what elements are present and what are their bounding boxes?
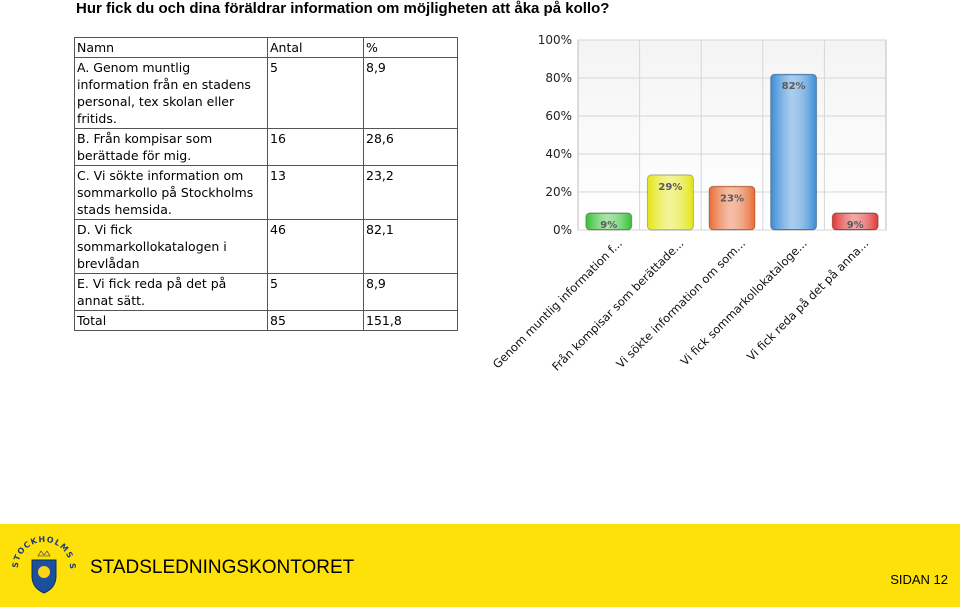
bar-highlight <box>771 75 816 229</box>
row-percent: 23,2 <box>363 165 458 220</box>
bar-highlight <box>648 175 693 229</box>
y-tick-label: 80% <box>545 71 572 85</box>
office-name: STADSLEDNINGSKONTORET <box>90 557 355 578</box>
header-antal: Antal <box>267 37 364 58</box>
row-count: 13 <box>267 165 364 220</box>
row-percent: 8,9 <box>363 273 458 311</box>
stockholm-logo: STOCKHOLMS STAD <box>10 532 76 594</box>
row-count: 46 <box>267 219 364 274</box>
row-percent: 28,6 <box>363 128 458 166</box>
row-count: 16 <box>267 128 364 166</box>
table-row: B. Från kompisar som berättade för mig. … <box>74 128 458 166</box>
x-category-label: Från kompisar som berättade... <box>549 236 686 373</box>
y-tick-label: 20% <box>545 185 572 199</box>
row-percent: 8,9 <box>363 57 458 129</box>
row-name: B. Från kompisar som berättade för mig. <box>74 128 268 166</box>
bar-value-label: 9% <box>600 220 617 231</box>
x-category-label: Vi fick reda på det på anna... <box>744 236 871 363</box>
row-name: A. Genom muntlig information från en sta… <box>74 57 268 129</box>
y-tick-label: 100% <box>538 33 572 47</box>
table-row: E. Vi fick reda på det på annat sätt. 5 … <box>74 273 458 311</box>
bar-value-label: 82% <box>782 81 806 92</box>
footer-bar: STOCKHOLMS STAD STADSLEDNINGSKONTORET SI… <box>0 524 960 607</box>
bar-chart: 9% 29% 23% 82% 9% 0% 20% 40% 60% 80% 100% Genom m… <box>490 33 887 374</box>
bar-highlight <box>586 213 631 229</box>
bar-highlight <box>710 187 754 229</box>
x-category-label: Genom muntlig information f... <box>490 236 625 371</box>
total-percent: 151,8 <box>363 310 458 331</box>
row-name: D. Vi fick sommarkollokatalogen i brevlå… <box>74 219 268 274</box>
total-count: 85 <box>267 310 364 331</box>
table-row: D. Vi fick sommarkollokatalogen i brevlå… <box>74 219 458 274</box>
row-percent: 82,1 <box>363 219 458 274</box>
x-category-label: Vi sökte information om som... <box>613 236 748 371</box>
bar-value-label: 9% <box>847 220 864 231</box>
row-count: 5 <box>267 57 364 129</box>
page-title: Hur fick du och dina föräldrar informati… <box>76 0 610 17</box>
bar-value-label: 23% <box>720 193 744 204</box>
total-label: Total <box>74 310 268 331</box>
table-row: C. Vi sökte information om sommarkollo p… <box>74 165 458 220</box>
header-percent: % <box>363 37 458 58</box>
bar-value-label: 29% <box>658 182 682 193</box>
x-category-label: Vi fick sommarkollokataloge... <box>678 236 810 368</box>
row-count: 5 <box>267 273 364 311</box>
table-row: A. Genom muntlig information från en sta… <box>74 57 458 129</box>
page-number: SIDAN 12 <box>890 572 948 587</box>
results-table: Namn Antal % A. Genom muntlig informatio… <box>74 37 458 331</box>
table-total-row: Total 85 151,8 <box>74 310 458 331</box>
header-namn: Namn <box>74 37 268 58</box>
y-tick-label: 60% <box>545 109 572 123</box>
row-name: C. Vi sökte information om sommarkollo p… <box>74 165 268 220</box>
y-tick-label: 0% <box>553 223 572 237</box>
table-header-row: Namn Antal % <box>74 37 458 58</box>
y-tick-label: 40% <box>545 147 572 161</box>
row-name: E. Vi fick reda på det på annat sätt. <box>74 273 268 311</box>
bar-highlight <box>833 213 878 229</box>
